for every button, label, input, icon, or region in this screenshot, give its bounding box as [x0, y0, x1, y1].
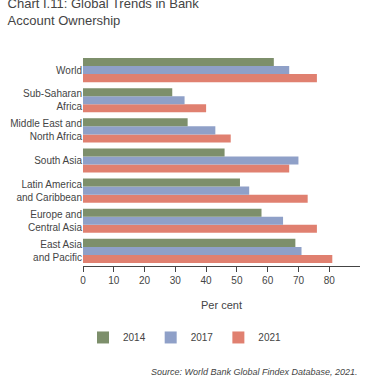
svg-text:East Asiaand Pacific: East Asiaand Pacific [33, 239, 82, 263]
svg-text:30: 30 [170, 275, 182, 286]
svg-text:50: 50 [231, 275, 243, 286]
svg-text:South Asia: South Asia [34, 155, 82, 166]
svg-text:Latin Americaand Caribbean: Latin Americaand Caribbean [16, 179, 82, 203]
svg-text:World: World [56, 65, 82, 76]
svg-text:0: 0 [80, 275, 86, 286]
svg-text:10: 10 [108, 275, 120, 286]
svg-text:80: 80 [324, 275, 336, 286]
svg-text:2017: 2017 [191, 332, 214, 343]
svg-text:70: 70 [293, 275, 305, 286]
svg-text:2021: 2021 [258, 332, 281, 343]
svg-text:Source: World Bank Global Find: Source: World Bank Global Findex Databas… [151, 367, 358, 377]
svg-text:Chart I.11: Global Trends in B: Chart I.11: Global Trends in BankAccount… [8, 0, 200, 28]
svg-text:2014: 2014 [123, 332, 146, 343]
svg-text:Per cent: Per cent [201, 299, 242, 311]
svg-text:20: 20 [139, 275, 151, 286]
svg-text:40: 40 [201, 275, 213, 286]
svg-text:Europe andCentral Asia: Europe andCentral Asia [28, 209, 82, 233]
svg-text:Sub-SaharanAfrica: Sub-SaharanAfrica [23, 88, 82, 112]
svg-text:Middle East andNorth Africa: Middle East andNorth Africa [10, 118, 82, 142]
svg-text:60: 60 [262, 275, 274, 286]
